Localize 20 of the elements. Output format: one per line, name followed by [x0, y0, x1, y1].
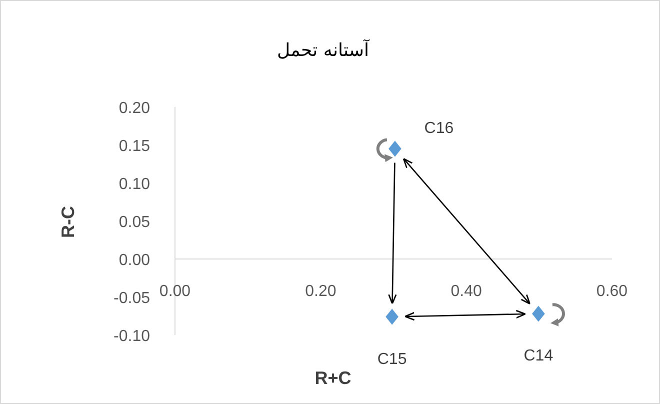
- point: [388, 140, 402, 157]
- y-tick-label: -0.05: [114, 290, 150, 307]
- x-tick-label: 0.40: [450, 283, 482, 300]
- y-tick-label: 0.20: [118, 100, 150, 117]
- chart-title: آستانه تحمل: [276, 39, 370, 61]
- y-tick-label: 0.05: [118, 214, 150, 231]
- y-tick-label: 0.10: [118, 176, 150, 193]
- y-tick-label: 0.00: [118, 252, 150, 269]
- x-axis-title: R+C: [314, 368, 352, 388]
- annotation: C16: [424, 120, 454, 137]
- annotation: C15: [377, 350, 407, 368]
- annotation: C14: [524, 348, 554, 365]
- y-tick-label: 0.15: [118, 138, 150, 155]
- x-tick-label: 0.60: [596, 283, 628, 300]
- point: [532, 306, 545, 322]
- x-tick-label: 0.00: [159, 283, 191, 300]
- y-axis-title: R-C: [58, 206, 78, 238]
- y-tick-label: -0.10: [114, 328, 150, 345]
- x-tick-label: 0.20: [305, 283, 336, 300]
- point: [386, 308, 398, 325]
